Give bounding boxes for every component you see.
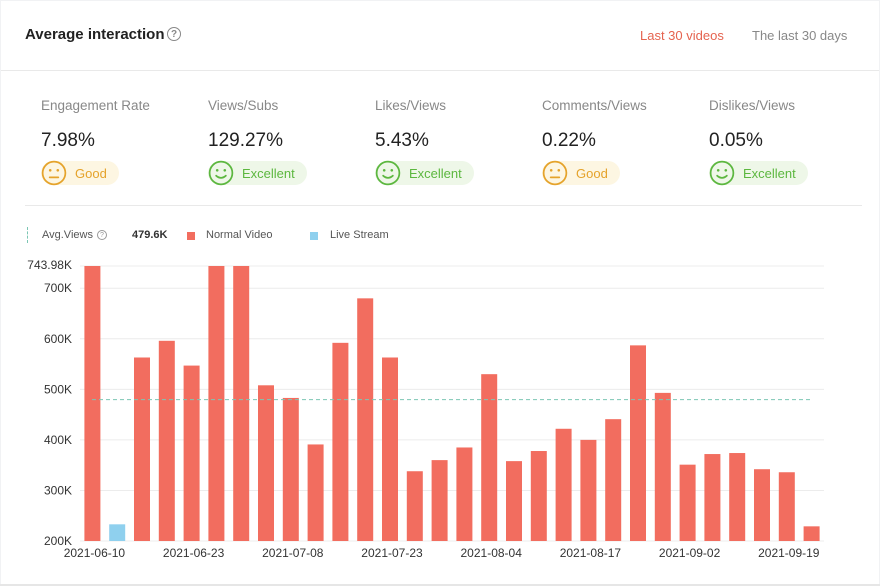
- y-tick-label: 400K: [44, 433, 72, 447]
- metric-label: Views/Subs: [208, 98, 279, 113]
- y-tick-label: 300K: [44, 483, 72, 497]
- x-tick-label: 2021-06-10: [64, 546, 126, 560]
- bar-normal-video: [704, 454, 721, 541]
- x-tick-label: 2021-09-19: [758, 546, 820, 560]
- bar-normal-video: [778, 472, 795, 541]
- bar-live-stream: [109, 524, 126, 541]
- bar-normal-video: [406, 471, 423, 541]
- rating-badge: Excellent: [709, 160, 808, 186]
- y-max-label: 743.98K: [27, 258, 72, 272]
- bar-normal-video: [382, 357, 398, 541]
- x-tick-label: 2021-09-02: [659, 546, 721, 560]
- rating-label: Good: [576, 165, 608, 181]
- bar-normal-video: [158, 340, 175, 541]
- bar-normal-video: [506, 461, 522, 541]
- bar-normal-video: [233, 266, 250, 541]
- normal-video-legend-label[interactable]: Normal Video: [206, 229, 273, 241]
- bar-normal-video: [183, 365, 200, 541]
- x-tick-label: 2021-07-08: [262, 546, 324, 560]
- live-stream-legend-label[interactable]: Live Stream: [330, 229, 389, 241]
- smile-face-icon: [709, 160, 735, 186]
- smile-face-icon: [208, 160, 234, 186]
- x-tick-label: 2021-08-17: [560, 546, 622, 560]
- bar-normal-video: [679, 464, 696, 541]
- bar-normal-video: [307, 444, 324, 541]
- bar-normal-video: [754, 469, 770, 541]
- bar-normal-video: [555, 428, 572, 541]
- bar-normal-video: [456, 447, 473, 541]
- bar-normal-video: [630, 345, 646, 541]
- normal-video-swatch: [187, 232, 195, 240]
- y-tick-label: 600K: [44, 332, 72, 346]
- metric-value: 129.27%: [208, 130, 284, 151]
- bar-normal-video: [530, 451, 547, 541]
- bar-normal-video: [729, 453, 746, 541]
- rating-badge: Excellent: [208, 160, 307, 186]
- avg-views-label: Avg.Views: [42, 229, 93, 241]
- smile-face-icon: [375, 160, 401, 186]
- avg-views-value: 479.6K: [132, 229, 168, 241]
- neutral-face-icon: [542, 160, 568, 186]
- neutral-face-icon: [41, 160, 67, 186]
- rating-label: Excellent: [409, 165, 462, 181]
- bar-normal-video: [208, 266, 225, 541]
- rating-label: Good: [75, 165, 107, 181]
- rating-label: Excellent: [743, 165, 796, 181]
- bottom-border: [0, 584, 880, 586]
- bar-normal-video: [654, 392, 671, 541]
- avg-line-legend-marker: [27, 227, 28, 243]
- bar-normal-video: [481, 374, 498, 541]
- bar-normal-video: [84, 266, 101, 541]
- metric-value: 7.98%: [41, 130, 95, 151]
- rating-label: Excellent: [242, 165, 295, 181]
- rating-badge: Good: [41, 160, 119, 186]
- bar-normal-video: [357, 298, 374, 541]
- metric-label: Engagement Rate: [41, 98, 150, 113]
- metric-value: 0.22%: [542, 130, 596, 151]
- bar-normal-video: [605, 419, 622, 541]
- y-tick-label: 500K: [44, 382, 72, 396]
- x-tick-label: 2021-06-23: [163, 546, 225, 560]
- live-stream-swatch: [310, 232, 318, 240]
- x-tick-label: 2021-07-23: [361, 546, 423, 560]
- y-tick-label: 700K: [44, 281, 72, 295]
- rating-badge: Good: [542, 160, 620, 186]
- bar-normal-video: [803, 526, 820, 541]
- metric-label: Comments/Views: [542, 98, 647, 113]
- bar-normal-video: [258, 385, 274, 541]
- rating-badge: Excellent: [375, 160, 474, 186]
- bar-normal-video: [580, 439, 597, 541]
- y-tick-label: 200K: [44, 534, 72, 548]
- metric-value: 5.43%: [375, 130, 429, 151]
- metric-label: Dislikes/Views: [709, 98, 796, 113]
- bar-normal-video: [134, 357, 150, 541]
- card-title: Average interaction: [25, 26, 165, 43]
- help-icon[interactable]: ?: [167, 27, 181, 41]
- metric-value: 0.05%: [709, 130, 763, 151]
- metric-label: Likes/Views: [375, 98, 447, 113]
- section-divider: [25, 205, 862, 206]
- bar-normal-video: [282, 397, 299, 541]
- card-header: Average interaction ? Last 30 videos The…: [1, 1, 879, 71]
- bar-normal-video: [332, 342, 349, 541]
- tab-last-30-videos[interactable]: Last 30 videos: [640, 28, 724, 43]
- x-tick-label: 2021-08-04: [461, 546, 523, 560]
- tab-last-30-days[interactable]: The last 30 days: [752, 28, 848, 43]
- bar-normal-video: [431, 460, 448, 541]
- avg-views-help-icon[interactable]: ?: [97, 230, 107, 240]
